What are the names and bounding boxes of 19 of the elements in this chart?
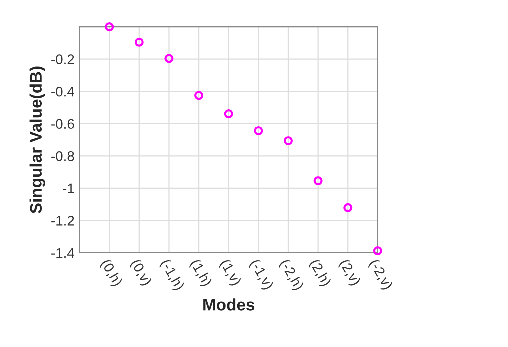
- point: [254, 126, 264, 136]
- point: [194, 91, 204, 100]
- point: [164, 54, 174, 64]
- point: [284, 136, 294, 146]
- y-tick-label: -1.2: [52, 216, 74, 226]
- y-tick-label: -0.2: [52, 54, 74, 65]
- y-tick-label: -1.4: [52, 248, 74, 258]
- y-tick-label: -0.4: [52, 86, 74, 97]
- point: [314, 176, 323, 186]
- x-axis-title: Modes: [204, 298, 255, 311]
- y-axis-title: Singular Value(dB): [30, 66, 46, 214]
- point: [373, 246, 382, 256]
- y-tick-label: -0.8: [52, 151, 74, 162]
- y-tick-label: -1: [63, 184, 74, 194]
- point: [344, 203, 353, 212]
- point: [224, 110, 234, 119]
- point: [134, 38, 144, 47]
- point: [105, 22, 114, 32]
- y-tick-label: -0.6: [52, 119, 74, 130]
